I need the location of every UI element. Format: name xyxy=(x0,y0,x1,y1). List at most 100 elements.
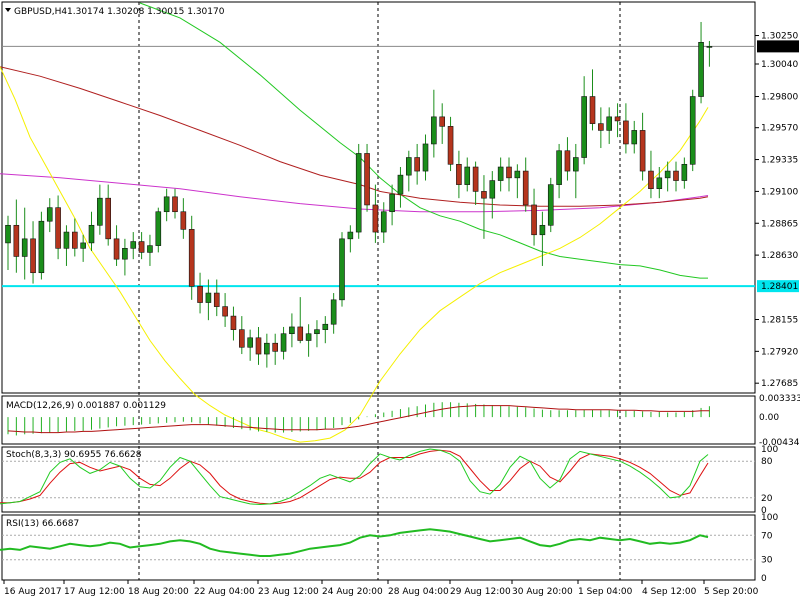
candle-body xyxy=(639,130,646,172)
candle xyxy=(614,103,621,138)
candle-body xyxy=(514,170,521,179)
price-axis-label: 1.30250 xyxy=(761,32,798,42)
candle xyxy=(464,157,471,192)
time-axis-label: 22 Aug 04:00 xyxy=(194,587,255,597)
candle xyxy=(163,188,170,222)
candle xyxy=(147,234,153,266)
price-axis-label: 1.29800 xyxy=(761,93,798,103)
candle-body xyxy=(122,248,128,260)
candle xyxy=(97,184,103,235)
candle-body xyxy=(431,116,437,145)
candle-body xyxy=(456,163,462,185)
rsi-line xyxy=(0,528,709,557)
candle-body xyxy=(38,220,45,274)
candle-body xyxy=(222,306,228,317)
candle xyxy=(138,232,145,260)
price-axis-label: 1.28155 xyxy=(761,315,798,325)
price-axis-label: 1.28630 xyxy=(761,251,798,261)
candle xyxy=(422,134,429,181)
symbol-header: GBPUSD,H4 1.30174 1.30208 1.30015 1.3017… xyxy=(5,7,225,17)
candle-body xyxy=(197,285,203,303)
candle-body xyxy=(113,238,120,260)
current-price-tag xyxy=(757,40,799,53)
time-axis-label: 4 Sep 12:00 xyxy=(642,587,697,597)
candle-body xyxy=(556,150,562,185)
candle xyxy=(506,157,512,192)
axis-layer: 1.30250 1.30040 1.29800 1.29570 1.29335 1.291… xyxy=(3,32,800,597)
support-price-tag xyxy=(757,280,799,293)
candle xyxy=(305,324,312,357)
macd-axis-label: -0.004342 xyxy=(759,438,800,448)
candle-body xyxy=(80,242,86,249)
candle-body xyxy=(264,342,270,355)
rsi-axis-label: 0 xyxy=(761,574,767,584)
candle-body xyxy=(489,180,496,199)
time-axis-label: 16 Aug 2017 xyxy=(4,587,62,597)
candle xyxy=(205,279,212,321)
candle xyxy=(80,234,86,262)
candle xyxy=(247,329,253,361)
candle xyxy=(673,161,679,192)
candle-body xyxy=(481,191,487,199)
candle xyxy=(213,279,220,317)
candle xyxy=(180,198,187,239)
candle xyxy=(255,326,262,365)
candle-body xyxy=(614,116,621,122)
candle-body xyxy=(163,196,170,213)
candle-body xyxy=(689,96,696,165)
dropdown-triangle-icon[interactable] xyxy=(5,8,11,12)
candle-body xyxy=(606,116,613,131)
candle-body xyxy=(130,241,137,249)
sma-green-line xyxy=(139,2,708,279)
candle xyxy=(681,157,688,189)
candle-body xyxy=(447,126,454,165)
candle xyxy=(38,211,45,280)
candle xyxy=(623,103,629,154)
candle xyxy=(664,161,671,192)
candle xyxy=(197,272,203,314)
stoch-layer xyxy=(0,448,755,506)
price-axis-label: 1.27920 xyxy=(761,347,798,357)
time-axis-label: 24 Aug 20:00 xyxy=(322,587,383,597)
sma-yellow-line xyxy=(0,66,709,443)
candle-body xyxy=(105,197,111,240)
time-axis-label: 1 Sep 04:00 xyxy=(578,587,633,597)
time-axis-label: 18 Aug 20:00 xyxy=(128,587,189,597)
stoch-axis-label: 80 xyxy=(761,457,773,467)
candle-body xyxy=(405,157,412,176)
candle xyxy=(364,143,370,212)
candle xyxy=(46,198,53,233)
macd-layer xyxy=(7,402,710,436)
candle-body xyxy=(205,292,212,303)
candle xyxy=(314,320,320,348)
candle xyxy=(372,184,379,243)
candle-body xyxy=(673,170,679,181)
candle-body xyxy=(63,231,70,249)
candle-body xyxy=(280,333,287,352)
candle-body xyxy=(305,333,312,341)
candle-body xyxy=(172,196,178,213)
candle-body xyxy=(72,231,78,249)
candle-body xyxy=(339,238,345,301)
candle xyxy=(380,202,387,243)
candle-body xyxy=(497,166,504,181)
candle-body xyxy=(522,170,529,206)
stoch-label: Stoch(8,3,3) 90.6955 76.6628 xyxy=(6,450,142,460)
candle-body xyxy=(380,211,387,233)
candle-body xyxy=(648,170,654,189)
candle xyxy=(589,69,596,131)
candle-body xyxy=(147,245,153,253)
candle xyxy=(497,157,504,192)
rsi-axis-label: 70 xyxy=(761,531,773,541)
candle xyxy=(397,167,404,208)
candle-body xyxy=(414,157,420,172)
candle xyxy=(297,297,304,344)
candle-body xyxy=(247,337,253,348)
candle-body xyxy=(656,177,663,189)
candle xyxy=(13,199,20,273)
price-axis-label: 1.27685 xyxy=(761,379,798,389)
candle-body xyxy=(472,166,479,192)
candle-body xyxy=(88,224,95,244)
candle xyxy=(21,207,28,280)
